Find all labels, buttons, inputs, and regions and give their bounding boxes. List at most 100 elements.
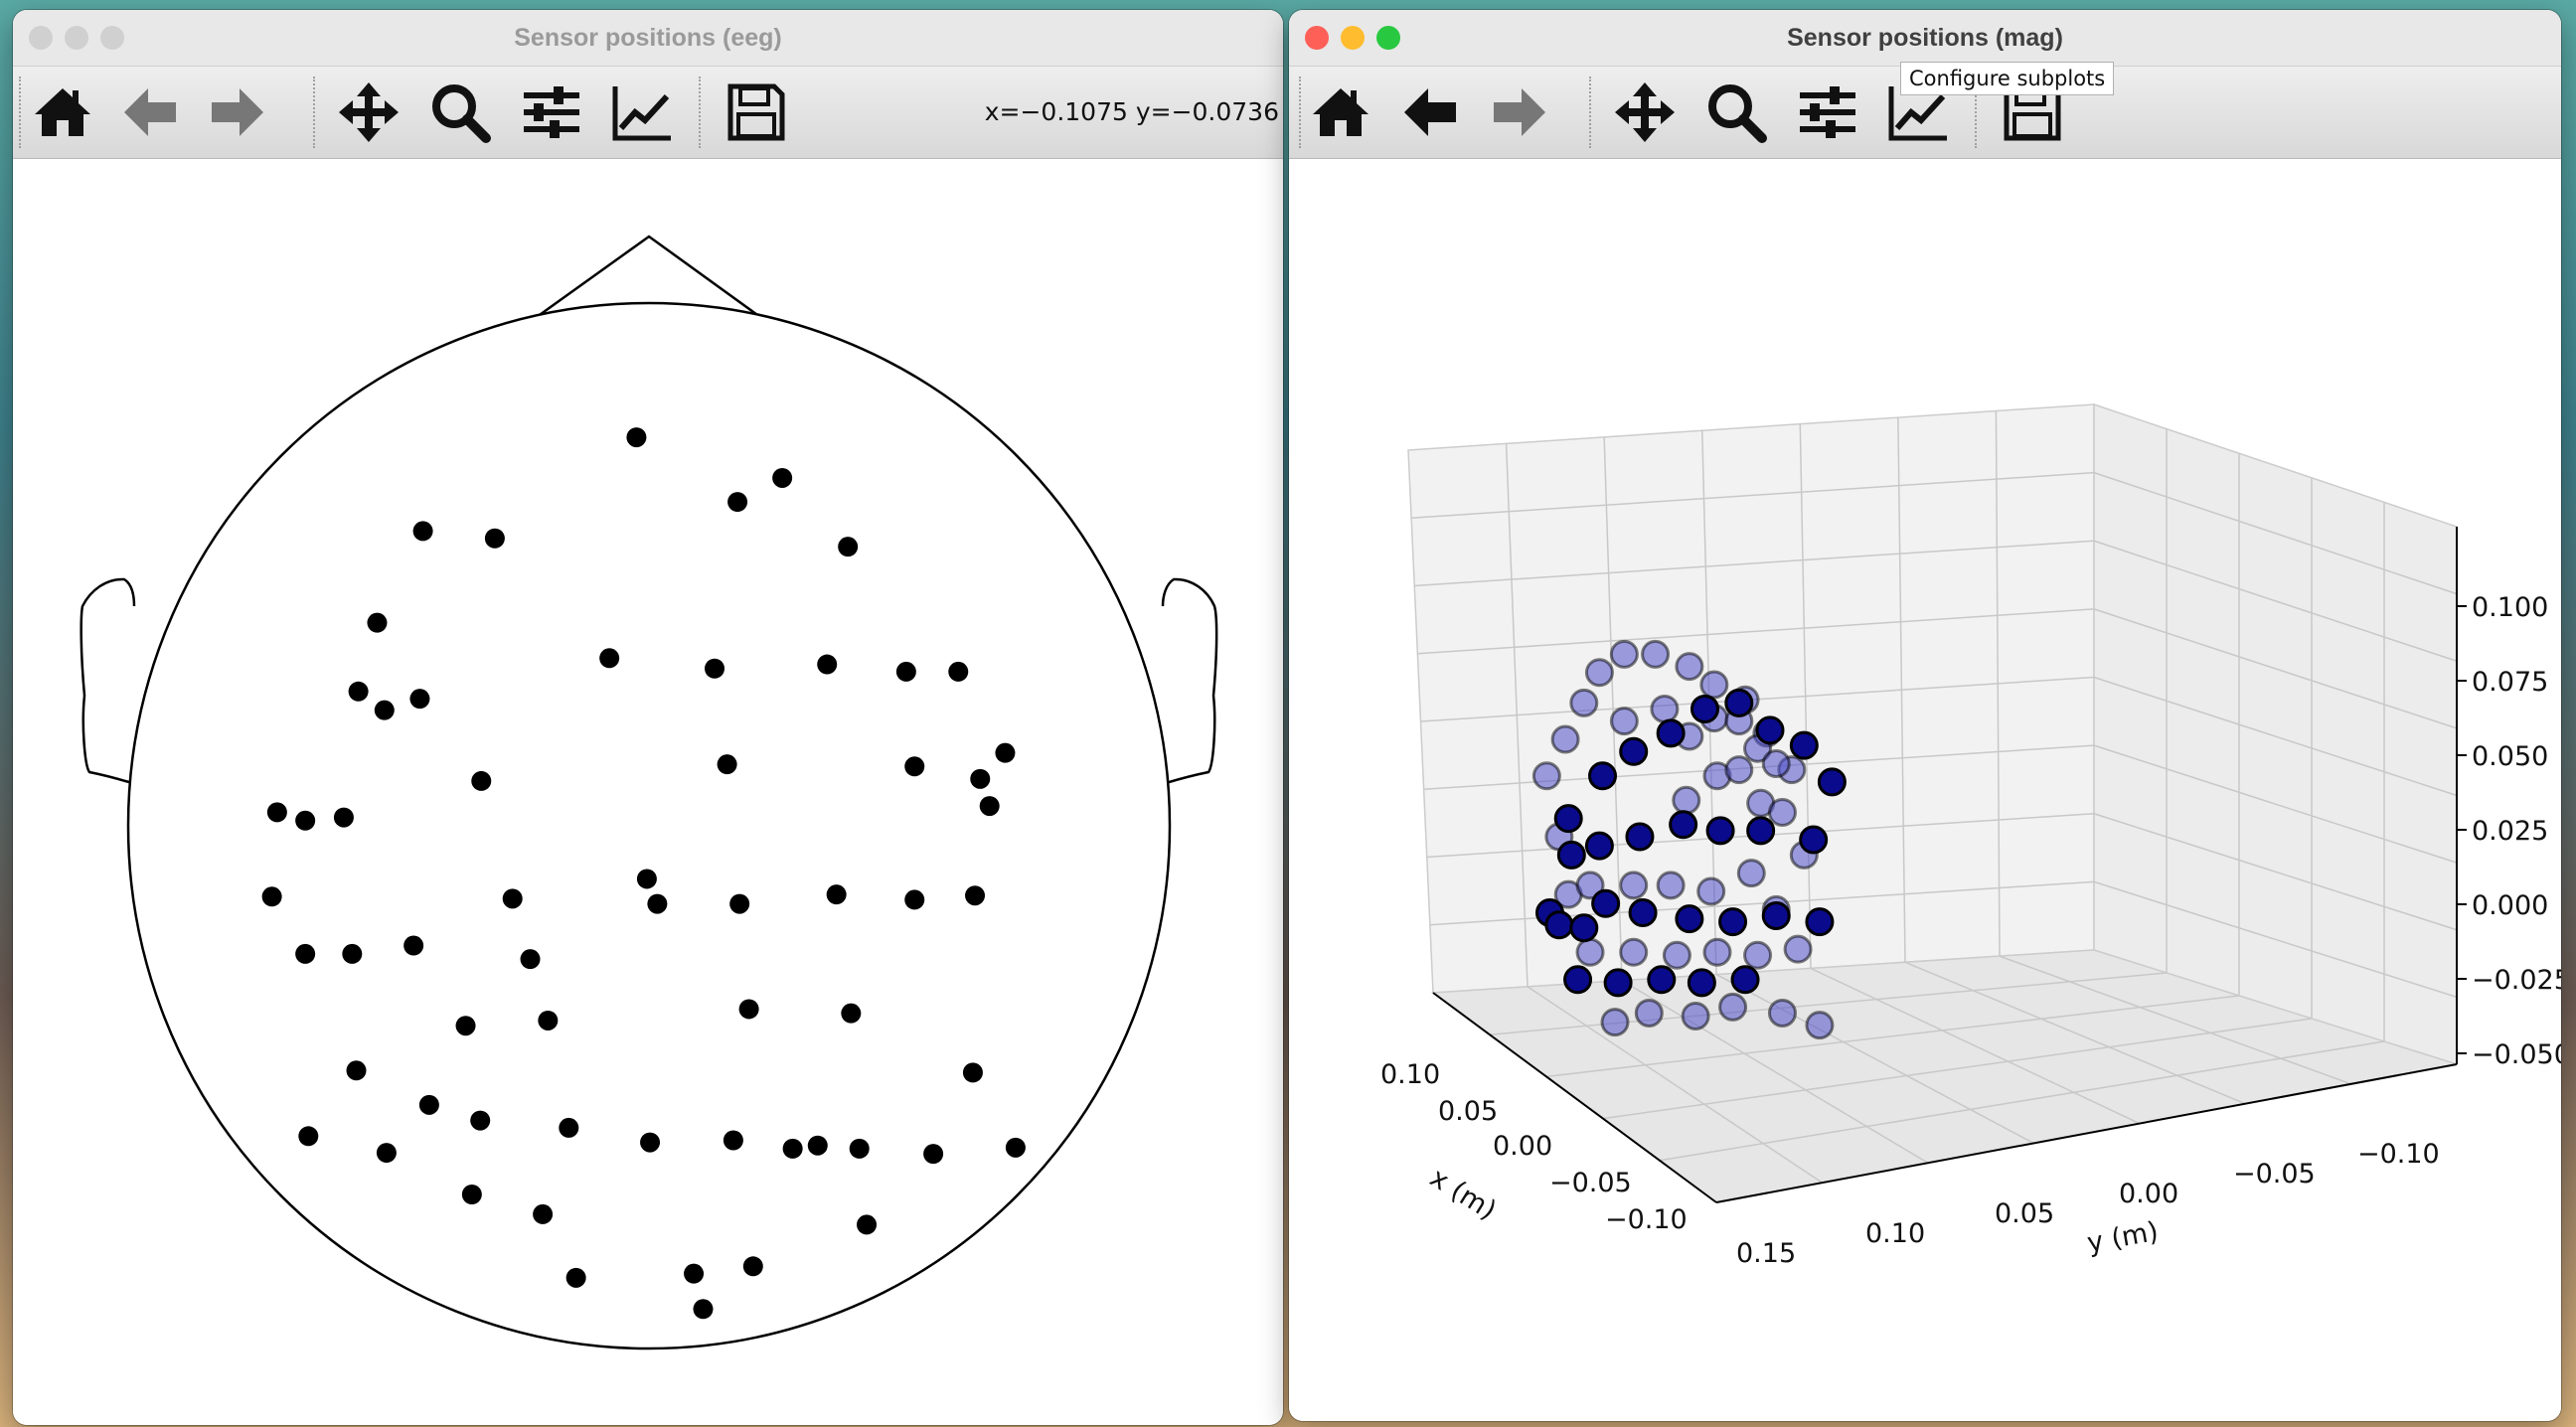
eeg-sensor-point <box>782 1138 803 1159</box>
toolbar-separator <box>19 77 21 148</box>
mag-sensor-point <box>1672 785 1701 815</box>
configure-subplots-button[interactable] <box>520 80 583 144</box>
grid-line <box>2093 540 2458 662</box>
minimize-button[interactable] <box>65 26 88 50</box>
close-button[interactable] <box>1305 26 1329 50</box>
zoom-icon <box>432 84 491 143</box>
pan-button[interactable] <box>337 80 401 144</box>
eeg-sensor-point <box>266 802 287 823</box>
edit-axis-icon <box>1888 86 1947 141</box>
mag-sensor-point <box>1761 749 1791 779</box>
forward-button[interactable] <box>206 80 269 144</box>
mag-sensor-point <box>1799 825 1829 855</box>
z-tick-label: 0.075 <box>2472 667 2548 698</box>
y-tick-label: 0.05 <box>1995 1198 2054 1229</box>
eeg-sensor-point <box>502 888 523 909</box>
grid-line <box>1999 955 2351 1085</box>
eeg-sensor-point <box>962 1062 983 1083</box>
pan-button[interactable] <box>1613 80 1677 144</box>
toolbar-separator <box>1589 77 1591 148</box>
mag-sensor-point <box>1702 937 1732 967</box>
eeg-sensor-points <box>261 427 1026 1320</box>
grid-line <box>2093 744 2458 864</box>
eeg-sensor-point <box>636 869 657 889</box>
mag-sensor-point <box>1625 822 1655 852</box>
head-right-ear <box>1161 577 1218 785</box>
eeg-sensor-point <box>895 661 916 682</box>
eeg-sensor-point <box>599 648 620 669</box>
save-button[interactable] <box>724 80 788 144</box>
grid-line <box>1810 967 2141 1125</box>
maximize-button[interactable] <box>1376 26 1400 50</box>
eeg-sensor-point <box>705 658 725 679</box>
eeg-sensor-point <box>333 807 354 828</box>
configure-subplots-button[interactable] <box>1796 80 1859 144</box>
zoom-button[interactable] <box>1704 80 1768 144</box>
home-button[interactable] <box>1309 80 1372 144</box>
eeg-sensor-point <box>826 884 847 905</box>
pane-back-right <box>2093 402 2458 1066</box>
grid-line <box>2093 880 2458 999</box>
forward-button[interactable] <box>1488 80 1551 144</box>
mag-sensor-point <box>1767 998 1797 1028</box>
maximize-button[interactable] <box>100 26 124 50</box>
window-title: Sensor positions (eeg) <box>514 24 782 52</box>
eeg-sensor-point <box>295 810 316 831</box>
toolbar-separator <box>699 77 701 148</box>
mag-sensor-point <box>1619 937 1649 967</box>
mag-sensor-point <box>1619 736 1649 766</box>
y-tick-label: 0.10 <box>1865 1218 1925 1249</box>
edit-axis-button[interactable] <box>611 80 675 144</box>
tick-labels: 0.100 0.075 0.050 0.025 0.000 −0.025 −0.050 0.1… <box>1380 592 2561 1269</box>
grid-line <box>1414 540 2095 587</box>
configure-subplots-tooltip: Configure subplots <box>1900 62 2115 95</box>
mag-sensor-point <box>1647 965 1677 995</box>
eeg-sensor-point <box>559 1117 579 1138</box>
mag-sensor-point <box>1805 907 1835 937</box>
mag-sensor-point <box>1588 761 1618 791</box>
eeg-sensor-point <box>979 796 1000 817</box>
edit-axis-button[interactable] <box>1887 80 1951 144</box>
mag-titlebar[interactable]: Sensor positions (mag) <box>1289 10 2561 67</box>
mag-sensor-point <box>1544 910 1574 940</box>
mag-sensor-point <box>1550 724 1580 754</box>
eeg-sensor-point <box>374 700 395 720</box>
mag-sensor-point <box>1743 940 1773 970</box>
mag-sensor-point <box>1789 730 1819 760</box>
y-tick-label: −0.05 <box>2233 1159 2316 1189</box>
eeg-topomap-plot <box>80 235 1218 1350</box>
eeg-sensor-point <box>409 689 430 710</box>
grid-line <box>2093 676 2458 797</box>
back-button[interactable] <box>118 80 182 144</box>
grid-line <box>1545 995 2240 1078</box>
eeg-sensor-point <box>403 935 424 956</box>
edit-axis-icon <box>612 86 671 141</box>
pan-icon <box>339 82 399 142</box>
eeg-sensor-point <box>484 528 505 549</box>
zoom-button[interactable] <box>428 80 492 144</box>
home-button[interactable] <box>31 80 94 144</box>
mag-plot-canvas[interactable]: 0.100 0.075 0.050 0.025 0.000 −0.025 −0.050 0.1… <box>1289 159 2561 1421</box>
eeg-sensor-point <box>348 681 369 702</box>
mag-sensor-point <box>1584 831 1614 861</box>
mag-sensor-point <box>1575 871 1605 900</box>
home-icon <box>35 88 90 136</box>
mag-sensor-point <box>1600 1008 1630 1037</box>
eeg-sensor-point <box>970 768 991 789</box>
mag-sensor-point <box>1724 755 1754 785</box>
minimize-button[interactable] <box>1341 26 1365 50</box>
eeg-titlebar[interactable]: Sensor positions (eeg) <box>13 10 1283 67</box>
eeg-plot-canvas[interactable] <box>13 159 1283 1425</box>
eeg-sensor-point <box>470 1110 491 1131</box>
eeg-window: Sensor positions (eeg) x=−0.1075 y=−0.0 <box>13 10 1283 1425</box>
back-button[interactable] <box>1398 80 1462 144</box>
mag-sensor-point <box>1696 876 1726 906</box>
grid-line <box>1411 471 2095 519</box>
x-tick-label: −0.05 <box>1549 1168 1632 1198</box>
grid-line <box>1904 961 2246 1105</box>
eeg-sensor-point <box>684 1263 705 1284</box>
eeg-sensor-point <box>626 427 647 448</box>
grid-line <box>1417 608 2095 655</box>
mag-sensor-point <box>1761 901 1791 931</box>
close-button[interactable] <box>29 26 53 50</box>
